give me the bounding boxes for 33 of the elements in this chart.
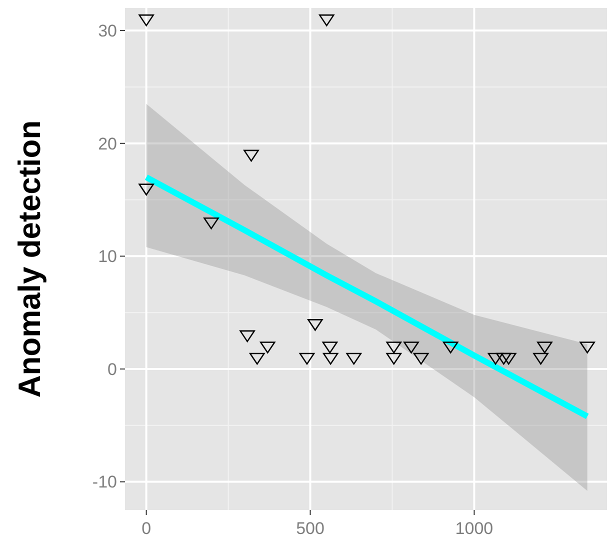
point	[533, 352, 548, 365]
point	[260, 342, 276, 354]
point	[386, 352, 402, 365]
point	[249, 352, 265, 365]
x-tick-label: 500	[296, 519, 324, 538]
point	[319, 14, 334, 26]
point	[537, 342, 552, 354]
point	[308, 319, 323, 331]
point	[413, 352, 429, 365]
y-tick-label: 30	[98, 22, 117, 41]
point	[138, 184, 154, 196]
point	[299, 352, 315, 365]
y-tick-label: 0	[108, 360, 117, 379]
point	[204, 217, 219, 230]
y-tick-label: 10	[98, 247, 117, 266]
point	[322, 352, 338, 365]
point	[500, 352, 516, 365]
point	[244, 150, 259, 162]
y-tick-label: 20	[98, 134, 117, 154]
point	[580, 342, 595, 354]
point	[322, 342, 338, 354]
x-tick-label: 1000	[455, 519, 494, 538]
point	[442, 342, 458, 354]
point	[404, 342, 419, 354]
point	[386, 342, 402, 354]
point	[138, 14, 154, 26]
y-axis-title: Anomaly detection	[12, 120, 47, 398]
y-tick-label: -10	[92, 472, 117, 492]
point	[346, 352, 362, 365]
point	[496, 352, 512, 365]
point	[240, 330, 255, 342]
point	[488, 352, 504, 365]
x-tick-label: 0	[142, 519, 152, 538]
